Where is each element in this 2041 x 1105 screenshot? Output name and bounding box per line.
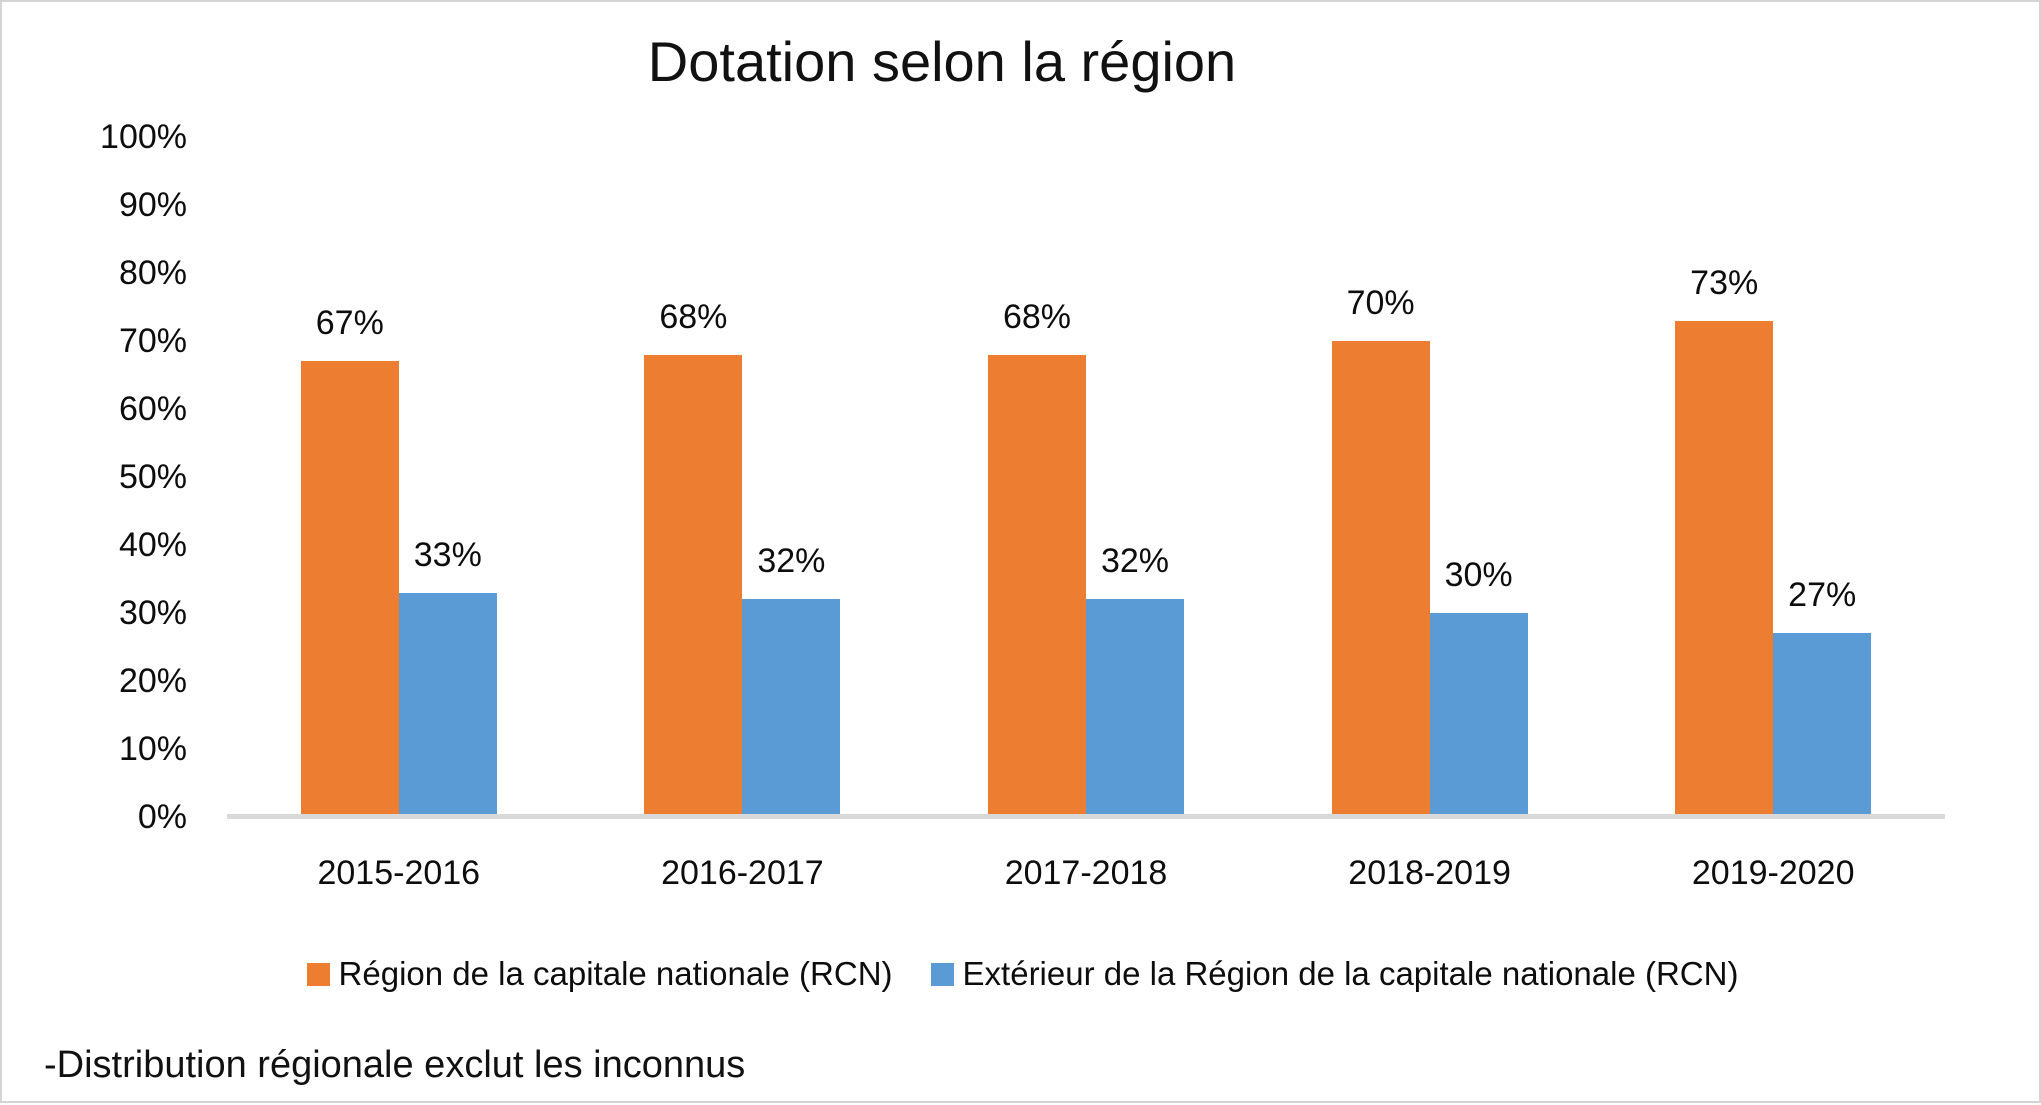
x-axis-line <box>227 814 1945 819</box>
bar-ext-rcn-2017-2018 <box>1086 599 1184 817</box>
y-axis-tick-label: 90% <box>118 186 187 224</box>
bar-ext-rcn-2016-2017 <box>742 599 841 817</box>
bar-rcn-2016-2017 <box>644 355 743 817</box>
legend-swatch-icon <box>930 962 954 986</box>
y-axis-tick-label: 0% <box>137 798 187 836</box>
x-axis-category-label: 2017-2018 <box>1004 854 1168 892</box>
y-axis-tick-label: 40% <box>118 526 187 564</box>
y-axis-tick-label: 60% <box>118 390 187 428</box>
bar-ext-rcn-2018-2019 <box>1429 613 1528 817</box>
legend-label: Région de la capitale nationale (RCN) <box>338 955 893 992</box>
y-axis-tick-label: 20% <box>118 662 187 700</box>
x-axis-category-label: 2019-2020 <box>1691 854 1855 892</box>
data-label: 32% <box>1100 542 1170 580</box>
bar-rcn-2015-2016 <box>300 361 399 817</box>
legend-label: Extérieur de la Région de la capitale na… <box>962 955 1739 992</box>
bar-rcn-2019-2020 <box>1675 321 1774 817</box>
data-label: 33% <box>413 536 482 574</box>
data-label: 68% <box>659 298 728 336</box>
legend-item-rcn: Région de la capitale nationale (RCN) <box>306 954 893 994</box>
legend-item-ext-rcn: Extérieur de la Région de la capitale na… <box>930 954 1739 994</box>
chart-title: Dotation selon la région <box>647 30 1237 93</box>
y-axis-tick-label: 70% <box>118 322 187 360</box>
x-axis-category-label: 2015-2016 <box>317 854 481 892</box>
bar-ext-rcn-2019-2020 <box>1773 633 1872 817</box>
y-axis-tick-label: 100% <box>100 118 187 156</box>
y-axis: 100% 90% 80% 70% 60% 50% 40% 30% 20% 10% 0% <box>2 2 187 1105</box>
x-axis-category-label: 2016-2017 <box>661 854 824 892</box>
bar-rcn-2017-2018 <box>988 355 1086 817</box>
x-axis-category-label: 2018-2019 <box>1348 854 1511 892</box>
bar-ext-rcn-2015-2016 <box>398 593 497 817</box>
plot-area: 67% 33% 68% 32% 68% 32% 70% 30% 73% 27% <box>227 137 1945 817</box>
data-label: 68% <box>1002 298 1072 336</box>
y-axis-tick-label: 50% <box>118 458 187 496</box>
data-label: 67% <box>315 304 384 342</box>
y-axis-tick-label: 10% <box>118 730 187 768</box>
y-axis-tick-label: 30% <box>118 594 187 632</box>
y-axis-tick-label: 80% <box>118 254 187 292</box>
data-label: 27% <box>1788 576 1857 614</box>
legend: Région de la capitale nationale (RCN) Ext… <box>2 954 2041 994</box>
data-label: 30% <box>1444 556 1513 594</box>
bar-rcn-2018-2019 <box>1331 341 1430 817</box>
legend-swatch-icon <box>306 962 330 986</box>
data-label: 32% <box>757 542 826 580</box>
footnote: -Distribution régionale exclut les incon… <box>44 1044 746 1086</box>
x-axis: 2015-2016 2016-2017 2017-2018 2018-2019 2019… <box>227 855 1945 895</box>
data-label: 70% <box>1346 284 1415 322</box>
data-label: 73% <box>1690 264 1759 302</box>
